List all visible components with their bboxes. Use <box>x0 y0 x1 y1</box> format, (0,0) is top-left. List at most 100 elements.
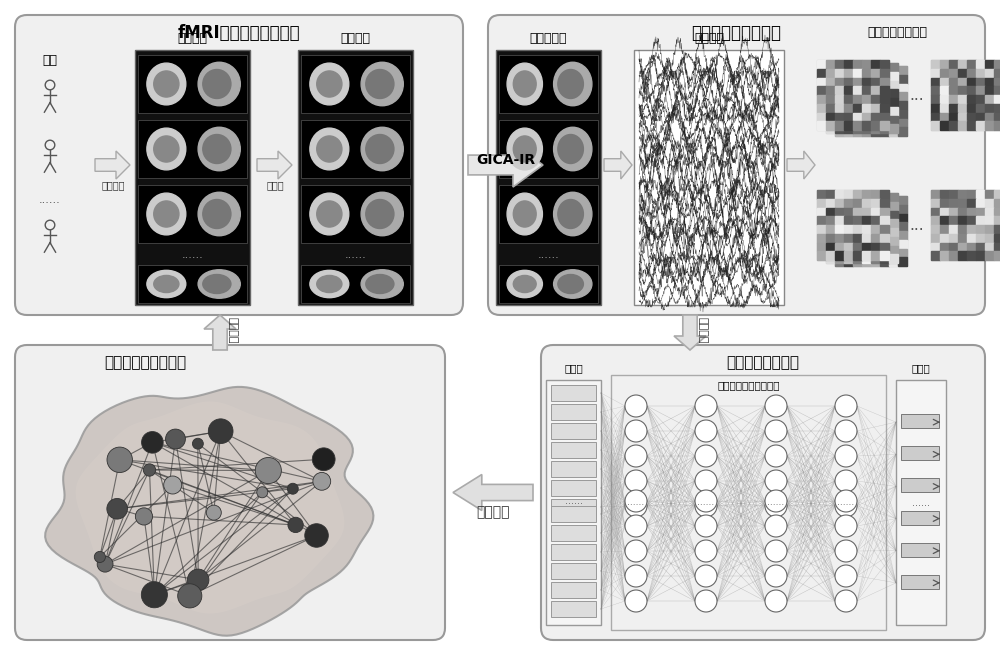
Circle shape <box>765 490 787 512</box>
Bar <box>958 68 967 78</box>
Bar <box>940 104 949 113</box>
Bar <box>940 121 949 130</box>
Circle shape <box>625 395 647 417</box>
Bar <box>967 216 976 225</box>
Text: 时间序列: 时间序列 <box>694 33 724 46</box>
Bar <box>835 66 907 136</box>
Bar <box>871 72 880 80</box>
Bar <box>817 243 826 251</box>
Bar <box>844 78 853 86</box>
Bar <box>871 104 880 113</box>
Bar <box>940 60 949 68</box>
Bar <box>853 248 862 258</box>
Bar <box>880 248 889 258</box>
Ellipse shape <box>310 271 349 298</box>
Bar <box>940 78 949 86</box>
Bar <box>826 80 835 89</box>
Bar <box>835 121 844 130</box>
Bar <box>853 121 862 130</box>
Text: 输出层: 输出层 <box>912 363 930 373</box>
Bar <box>976 234 985 243</box>
Circle shape <box>765 470 787 492</box>
Ellipse shape <box>361 127 403 171</box>
Bar <box>862 207 871 216</box>
Bar <box>871 207 880 216</box>
Bar <box>826 225 835 234</box>
Bar <box>967 121 976 130</box>
Bar <box>826 107 835 115</box>
Bar <box>844 115 853 125</box>
Bar <box>862 68 871 78</box>
Bar <box>871 83 880 92</box>
Text: 输入层: 输入层 <box>564 363 583 373</box>
Bar <box>835 66 844 75</box>
Bar <box>949 190 958 199</box>
Bar <box>844 119 853 127</box>
Bar <box>853 234 862 243</box>
Circle shape <box>625 445 647 467</box>
Text: ......: ...... <box>912 497 930 507</box>
Bar <box>871 107 880 115</box>
Text: ......: ...... <box>182 250 203 260</box>
Bar <box>949 68 958 78</box>
Bar <box>862 246 871 254</box>
Text: 隐含层（以三层为例）: 隐含层（以三层为例） <box>717 380 780 390</box>
Bar <box>871 258 880 266</box>
Bar <box>844 196 853 205</box>
Bar <box>862 225 871 234</box>
Bar <box>844 127 853 136</box>
Bar <box>871 101 880 110</box>
Bar <box>880 68 889 78</box>
Bar <box>931 207 940 216</box>
Bar <box>844 199 853 207</box>
Bar <box>880 254 889 263</box>
Bar <box>898 222 907 231</box>
Bar <box>871 216 880 225</box>
Bar <box>976 113 985 121</box>
Bar <box>871 211 880 219</box>
Bar <box>949 251 958 260</box>
Bar <box>976 78 985 86</box>
Bar <box>871 201 880 211</box>
Bar <box>844 68 853 78</box>
Bar <box>958 234 967 243</box>
Ellipse shape <box>154 136 179 162</box>
Bar <box>949 78 958 86</box>
Circle shape <box>287 483 298 494</box>
Bar <box>551 601 596 617</box>
Polygon shape <box>76 402 344 614</box>
Bar <box>889 127 898 136</box>
Bar <box>862 95 871 104</box>
Bar <box>889 89 898 98</box>
Bar <box>889 92 898 101</box>
Bar <box>880 199 889 207</box>
Bar <box>994 68 1000 78</box>
Bar <box>985 121 994 130</box>
Bar <box>835 248 844 258</box>
Bar <box>862 190 871 199</box>
Bar <box>871 60 880 68</box>
Bar <box>880 121 889 130</box>
Bar <box>844 225 853 234</box>
Bar <box>880 207 889 216</box>
Bar <box>880 225 889 234</box>
Bar <box>967 199 976 207</box>
Bar <box>976 95 985 104</box>
Circle shape <box>835 420 857 442</box>
Bar <box>889 201 898 211</box>
Polygon shape <box>204 315 236 350</box>
Circle shape <box>625 495 647 517</box>
Bar <box>889 219 898 228</box>
Bar <box>835 216 844 225</box>
Bar <box>835 196 844 205</box>
Text: ......: ...... <box>627 498 645 507</box>
Circle shape <box>625 590 647 612</box>
Bar <box>880 190 889 199</box>
Bar <box>880 104 889 113</box>
Bar <box>862 83 871 92</box>
Circle shape <box>625 470 647 492</box>
Bar <box>853 193 862 201</box>
Text: 聚类分析: 聚类分析 <box>476 505 510 520</box>
Bar <box>551 506 596 522</box>
Ellipse shape <box>203 134 231 164</box>
